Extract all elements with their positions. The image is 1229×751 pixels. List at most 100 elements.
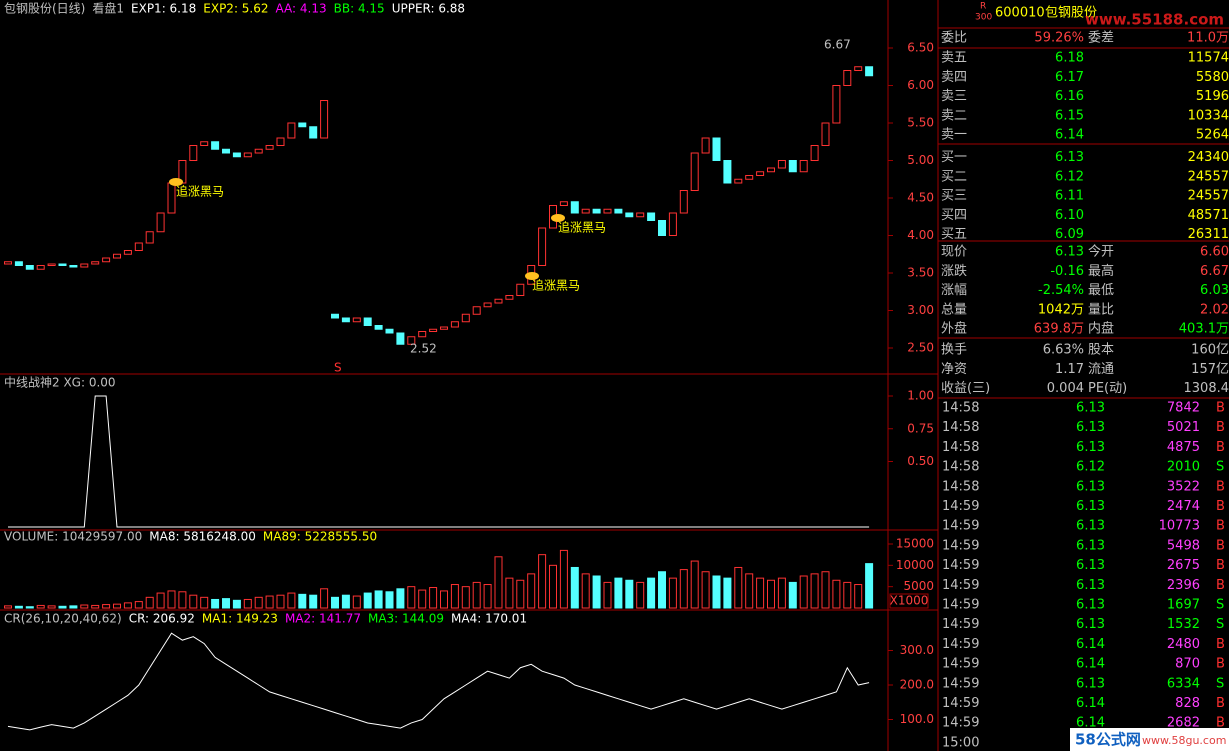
volume-bar: [527, 573, 536, 609]
candle-body: [461, 313, 470, 323]
quote-cell: B: [1216, 578, 1225, 593]
quote-cell: 涨跌: [941, 263, 967, 279]
low-label: 2.52: [410, 342, 437, 356]
volume-bar: [309, 594, 318, 609]
candle-body: [865, 66, 874, 77]
quote-cell: 160亿: [1191, 343, 1229, 358]
y-tick-label: 4.00: [907, 228, 934, 242]
quote-cell: 6.03: [1200, 283, 1229, 298]
y-tick-label: 3.00: [907, 303, 934, 317]
quote-cell: PE(动): [1088, 381, 1127, 396]
candle-body: [592, 208, 601, 214]
quote-cell: 6.13: [1076, 558, 1105, 573]
stock-code: 600010: [995, 6, 1045, 21]
candle-body: [516, 283, 525, 296]
candle-body: [189, 145, 198, 161]
candle-body: [494, 298, 503, 304]
pane-title: 中线战神2 XG: 0.00: [4, 375, 116, 390]
volume-bar: [298, 593, 307, 609]
quote-cell: B: [1216, 519, 1225, 534]
candle-body: [47, 263, 56, 266]
candle-body: [407, 336, 416, 345]
quote-cell: B: [1216, 538, 1225, 553]
quote-cell: 403.1万: [1179, 322, 1229, 337]
signal-icon: [551, 214, 565, 222]
volume-bar: [679, 569, 688, 609]
volume-bar: [113, 603, 121, 609]
volume-bar: [123, 602, 132, 609]
volume-bar: [189, 594, 198, 609]
volume-bar: [745, 573, 754, 609]
legend-text: MA1: 149.23: [202, 612, 278, 626]
quote-cell: 14:59: [942, 696, 979, 711]
volume-bar: [581, 573, 590, 609]
volume-bar: [494, 556, 503, 609]
quote-cell: B: [1216, 499, 1225, 514]
footer-bg: [1070, 728, 1229, 751]
volume-bar: [385, 591, 394, 609]
quote-cell: 14:58: [942, 460, 979, 475]
volume-bar: [14, 605, 23, 609]
quote-cell: 14:59: [942, 499, 979, 514]
quote-cell: B: [1216, 401, 1225, 416]
volume-bar: [352, 595, 361, 609]
footer-url: www.58gu.com: [1142, 734, 1226, 747]
legend-text: EXP1: 6.18: [131, 2, 196, 16]
volume-bar: [788, 581, 797, 609]
quote-cell: 外盘: [941, 321, 967, 337]
volume-bar: [854, 584, 863, 609]
volume-bar: [363, 592, 372, 609]
signal-label: 追涨黑马: [176, 184, 224, 199]
watermark: www.55188.com: [1085, 11, 1224, 29]
volume-bar: [559, 549, 568, 609]
y-tick-label: 6.50: [907, 41, 934, 55]
candle-body: [211, 141, 220, 150]
y-tick-label: 0.50: [907, 454, 934, 468]
quote-cell: B: [1216, 696, 1225, 711]
y-tick-label: 0.75: [907, 421, 934, 435]
volume-bar: [461, 586, 470, 609]
quote-cell: 6.12: [1076, 460, 1105, 475]
volume-bar: [407, 586, 416, 609]
candle-body: [647, 212, 656, 221]
quote-cell: 股本: [1088, 343, 1114, 358]
volume-bar: [668, 577, 677, 609]
candle-body: [472, 306, 481, 315]
candle-body: [298, 122, 307, 128]
quote-cell: 6.17: [1055, 70, 1084, 85]
quote-cell: 卖三: [941, 89, 967, 104]
quote-cell: 14:58: [942, 440, 979, 455]
candle-body: [69, 265, 78, 268]
quote-cell: 10773: [1159, 519, 1200, 534]
quote-cell: 卖二: [941, 108, 967, 123]
volume-bar: [843, 581, 852, 609]
quote-cell: -0.16: [1050, 264, 1084, 279]
candle-body: [80, 263, 89, 268]
volume-bar: [799, 575, 808, 609]
quote-cell: 最高: [1088, 263, 1114, 279]
quote-cell: 6.13: [1076, 676, 1105, 691]
candle-body: [276, 137, 285, 146]
volume-bar: [429, 587, 438, 609]
volume-bar: [4, 605, 12, 609]
candle-body: [385, 328, 394, 334]
y-tick-label: 5000: [903, 579, 934, 593]
quote-cell: 6.13: [1076, 617, 1105, 632]
candle-body: [614, 208, 623, 214]
quote-cell: 26311: [1188, 227, 1229, 242]
quote-cell: 量比: [1088, 302, 1114, 317]
quote-cell: S: [1216, 617, 1224, 632]
volume-bar: [232, 599, 241, 609]
volume-bar: [756, 577, 765, 609]
high-label: 6.67: [824, 38, 851, 52]
quote-cell: 6.13: [1055, 150, 1084, 165]
quote-cell: 委差: [1088, 31, 1114, 46]
quote-cell: 6.10: [1055, 208, 1084, 223]
volume-bar: [211, 598, 220, 609]
quote-cell: 11574: [1188, 51, 1229, 66]
quote-cell: 6.13: [1076, 538, 1105, 553]
volume-bar: [647, 577, 656, 609]
volume-bar: [265, 595, 274, 609]
